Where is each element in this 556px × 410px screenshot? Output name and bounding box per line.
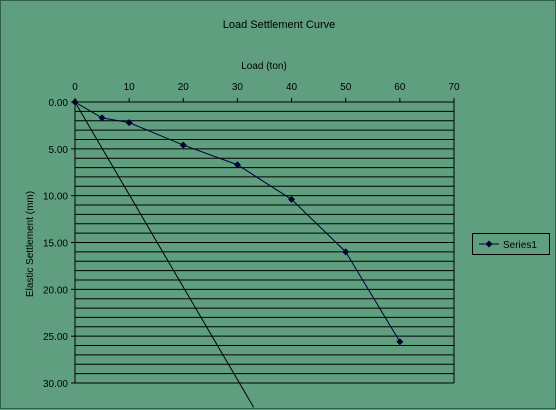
x-tick-label: 40 — [286, 82, 298, 93]
y-tick-label: 5.00 — [49, 145, 69, 156]
x-tick-label: 10 — [124, 82, 136, 93]
series1-line — [75, 101, 401, 343]
series-markers — [71, 98, 404, 346]
series-line — [75, 101, 255, 408]
series1-point — [71, 98, 79, 106]
series1-point — [342, 248, 350, 256]
series1-point — [98, 114, 106, 122]
x-tick-label: 50 — [340, 82, 352, 93]
y-axis-label: Elastic Settlement (mm) — [25, 191, 36, 297]
x-tick-label: 70 — [448, 82, 460, 93]
x-tick-label: 30 — [232, 82, 244, 93]
series-lines — [75, 101, 401, 408]
tick-labels: 0 10 20 30 40 50 60 70 0.00 5.00 10.00 15.00 20.00 25… — [43, 82, 460, 390]
y-tick-label: 20.00 — [43, 285, 68, 296]
series1-point — [125, 119, 133, 127]
legend-diamond-icon — [485, 240, 493, 248]
x-axis-label: Load (ton) — [241, 61, 287, 72]
legend: Series1 — [472, 233, 550, 255]
y-tick-label: 0.00 — [49, 98, 69, 109]
x-tick-label: 0 — [72, 82, 78, 93]
series1-point — [233, 161, 241, 169]
series1-point — [288, 195, 296, 203]
legend-label-series1: Series1 — [503, 240, 537, 251]
series1-point — [179, 141, 187, 149]
legend-swatch: Series1 — [479, 240, 537, 251]
series1-point — [396, 338, 404, 346]
y-tick-label: 30.00 — [43, 379, 68, 390]
y-tick-label: 25.00 — [43, 332, 68, 343]
axes — [71, 98, 455, 384]
x-tick-label: 60 — [394, 82, 406, 93]
y-tick-label: 15.00 — [43, 239, 68, 250]
y-tick-label: 10.00 — [43, 192, 68, 203]
chart-title: Load Settlement Curve — [223, 19, 336, 31]
x-tick-label: 20 — [178, 82, 190, 93]
grid-lines — [75, 110, 454, 384]
